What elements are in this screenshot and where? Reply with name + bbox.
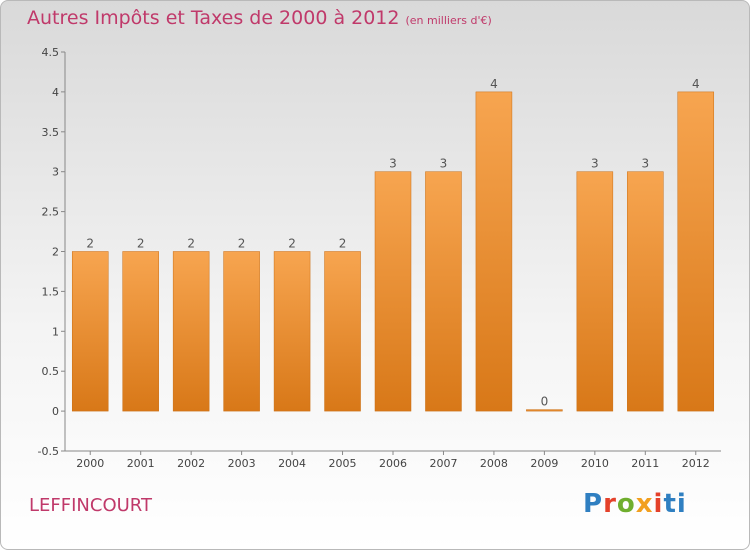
x-tick-label: 2012 [682,457,710,470]
logo-letter: P [583,489,604,519]
y-tick-label: 3 [52,166,59,179]
data-label: 3 [440,157,448,171]
unit-note: (en milliers d'€) [405,14,492,27]
data-label: 4 [692,77,700,91]
x-tick-label: 2003 [228,457,256,470]
bar-2007 [425,171,462,412]
y-tick-label: 0 [52,405,59,418]
bar-2001 [122,251,159,412]
y-tick-label: 2 [52,246,59,259]
x-tick-label: 2010 [581,457,609,470]
bar-2002 [172,251,210,412]
data-label: 4 [490,77,498,91]
logo-letter: ti [663,489,687,519]
data-label: 3 [591,157,599,171]
x-tick-label: 2004 [278,457,306,470]
bar-2011 [627,171,664,412]
data-label: 2 [86,237,94,251]
y-tick-label: 2.5 [42,206,60,219]
x-tick-label: 2008 [480,457,508,470]
bar-2000 [71,251,109,412]
data-label: 3 [389,157,397,171]
data-label: 2 [339,237,347,251]
x-tick-label: 2006 [379,457,407,470]
x-tick-label: 2007 [429,457,457,470]
data-label: 0 [541,395,549,409]
commune-name: LEFFINCOURT [29,495,152,516]
x-tick-label: 2000 [76,457,104,470]
y-tick-label: 0.5 [42,365,60,378]
logo-letter: r [603,489,617,519]
bar-2006 [374,171,412,412]
bar-2004 [273,251,311,412]
chart-title: Autres Impôts et Taxes de 2000 à 2012 (en… [27,7,492,29]
logo-letter: o [616,489,636,519]
bar-2010 [576,171,614,412]
y-tick-label: 3.5 [42,126,60,139]
y-tick-label: 4 [52,86,59,99]
bar-2003 [223,251,260,412]
data-label: 3 [641,157,649,171]
chart-title-text: Autres Impôts et Taxes de 2000 à 2012 [27,7,400,29]
bar-2008 [475,91,513,412]
bar-2012 [677,91,715,412]
y-tick-label: -0.5 [38,445,59,458]
x-tick-label: 2009 [530,457,558,470]
logo-letter: x [635,489,654,519]
x-tick-label: 2002 [177,457,205,470]
data-label: 2 [288,237,296,251]
proxiti-logo: Proxiti [583,489,687,519]
x-tick-label: 2011 [631,457,659,470]
data-label: 2 [187,237,195,251]
y-tick-label: 1 [52,325,59,338]
y-tick-label: 1.5 [42,285,60,298]
bar-2005 [324,251,361,412]
x-tick-label: 2001 [127,457,155,470]
bar-2009 [526,409,563,412]
data-label: 2 [238,237,246,251]
data-label: 2 [137,237,145,251]
x-tick-label: 2005 [329,457,357,470]
logo-letter: i [653,489,664,519]
y-tick-label: 4.5 [42,46,60,59]
